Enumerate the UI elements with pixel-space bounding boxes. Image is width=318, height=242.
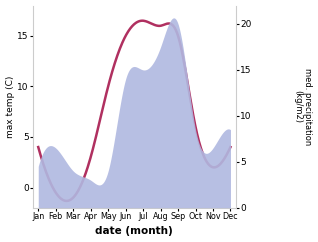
X-axis label: date (month): date (month) [95, 227, 173, 236]
Y-axis label: max temp (C): max temp (C) [5, 76, 15, 138]
Y-axis label: med. precipitation
(kg/m2): med. precipitation (kg/m2) [293, 68, 313, 145]
